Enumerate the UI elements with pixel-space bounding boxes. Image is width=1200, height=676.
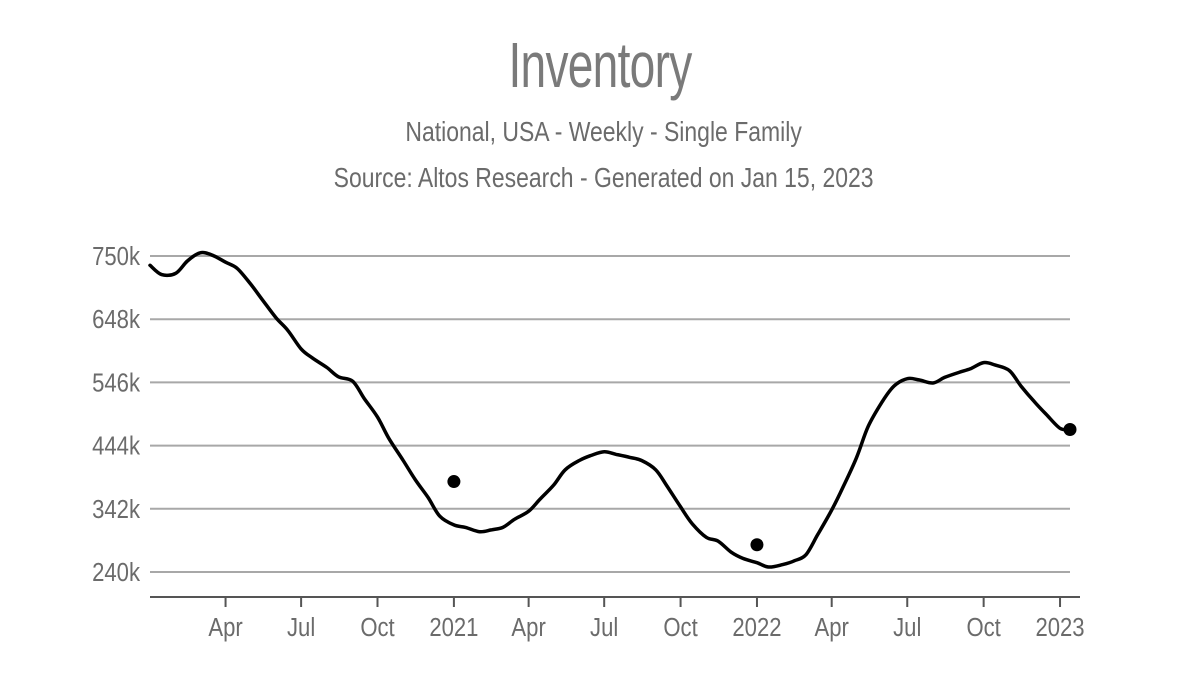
chart-source: Source: Altos Research - Generated on Ja… <box>333 162 874 193</box>
chart-title: Inventory <box>508 29 692 101</box>
x-tick-label: Jul <box>287 613 315 642</box>
grid-lines <box>150 255 1070 573</box>
data-point-marker <box>750 538 764 552</box>
x-tick-label: Apr <box>511 613 545 642</box>
x-tick-label: Oct <box>663 613 698 642</box>
x-tick-label: 2022 <box>732 613 781 642</box>
x-tick-label: Jul <box>590 613 618 642</box>
x-tick-label: Apr <box>208 613 242 642</box>
y-tick-label: 342k <box>92 495 141 524</box>
x-tick-label: Apr <box>815 613 849 642</box>
chart-subtitle: National, USA - Weekly - Single Family <box>405 116 802 147</box>
series-markers <box>447 422 1077 552</box>
y-tick-label: 444k <box>92 432 141 461</box>
y-axis-ticks: 240k 342k 444k 546k 648k 750k <box>92 242 141 587</box>
series-line <box>148 250 1072 569</box>
y-tick-label: 750k <box>92 242 141 271</box>
data-point-marker <box>447 475 461 489</box>
x-tick-label: 2023 <box>1035 613 1084 642</box>
y-tick-label: 240k <box>92 558 141 587</box>
x-tick-label: 2021 <box>429 613 478 642</box>
x-tick-label: Oct <box>360 613 395 642</box>
y-tick-label: 546k <box>92 369 141 398</box>
x-tick-label: Oct <box>966 613 1001 642</box>
x-axis: Apr Jul Oct 2021 Apr Jul Oct 2022 Apr Jul Oct 2023 <box>150 596 1085 642</box>
data-point-marker <box>1063 422 1077 436</box>
y-tick-label: 648k <box>92 306 141 335</box>
inventory-line <box>148 250 1072 569</box>
x-tick-label: Jul <box>893 613 921 642</box>
